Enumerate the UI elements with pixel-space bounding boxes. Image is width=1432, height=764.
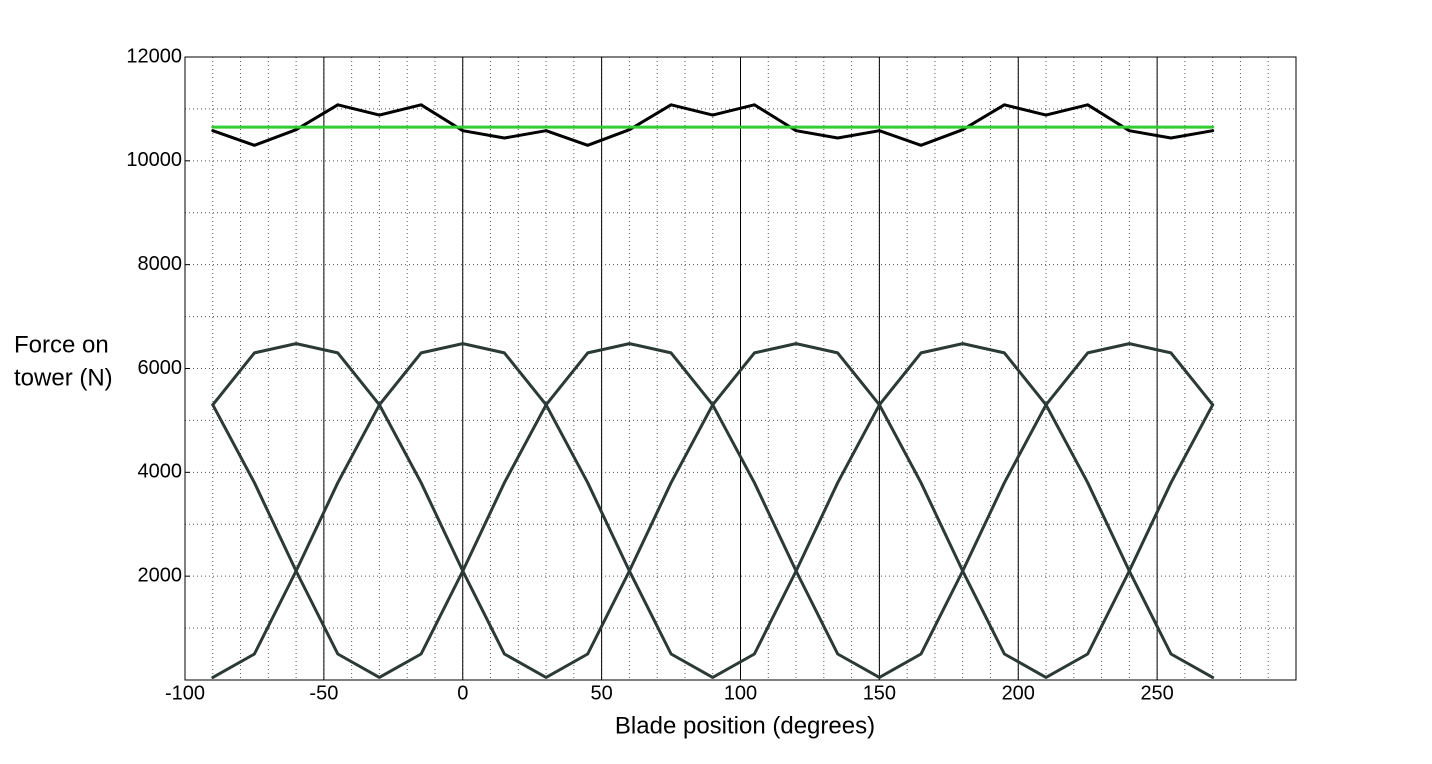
x-tick-label: -100 bbox=[165, 682, 205, 704]
x-tick-label: 50 bbox=[591, 682, 613, 704]
y-tick-label: 8000 bbox=[138, 253, 183, 275]
y-tick-label: 10000 bbox=[126, 149, 182, 171]
x-tick-label: 250 bbox=[1140, 682, 1173, 704]
y-tick-label: 2000 bbox=[138, 564, 183, 586]
lines bbox=[211, 103, 1215, 679]
y-axis-label: Force on bbox=[14, 331, 109, 358]
data-line bbox=[211, 342, 1215, 679]
y-tick-label: 6000 bbox=[138, 357, 183, 379]
x-tick-label: 150 bbox=[863, 682, 896, 704]
y-tick-label: 4000 bbox=[138, 461, 183, 483]
x-tick-label: -50 bbox=[309, 682, 338, 704]
x-tick-label: 0 bbox=[457, 682, 468, 704]
y-tick-label: 12000 bbox=[126, 45, 182, 67]
x-tick-label: 200 bbox=[1002, 682, 1035, 704]
y-axis-label: tower (N) bbox=[14, 364, 113, 391]
data-line bbox=[211, 103, 1215, 147]
x-tick-label: 100 bbox=[724, 682, 757, 704]
plot-frame bbox=[184, 56, 1297, 681]
x-axis-label: Blade position (degrees) bbox=[615, 712, 875, 739]
